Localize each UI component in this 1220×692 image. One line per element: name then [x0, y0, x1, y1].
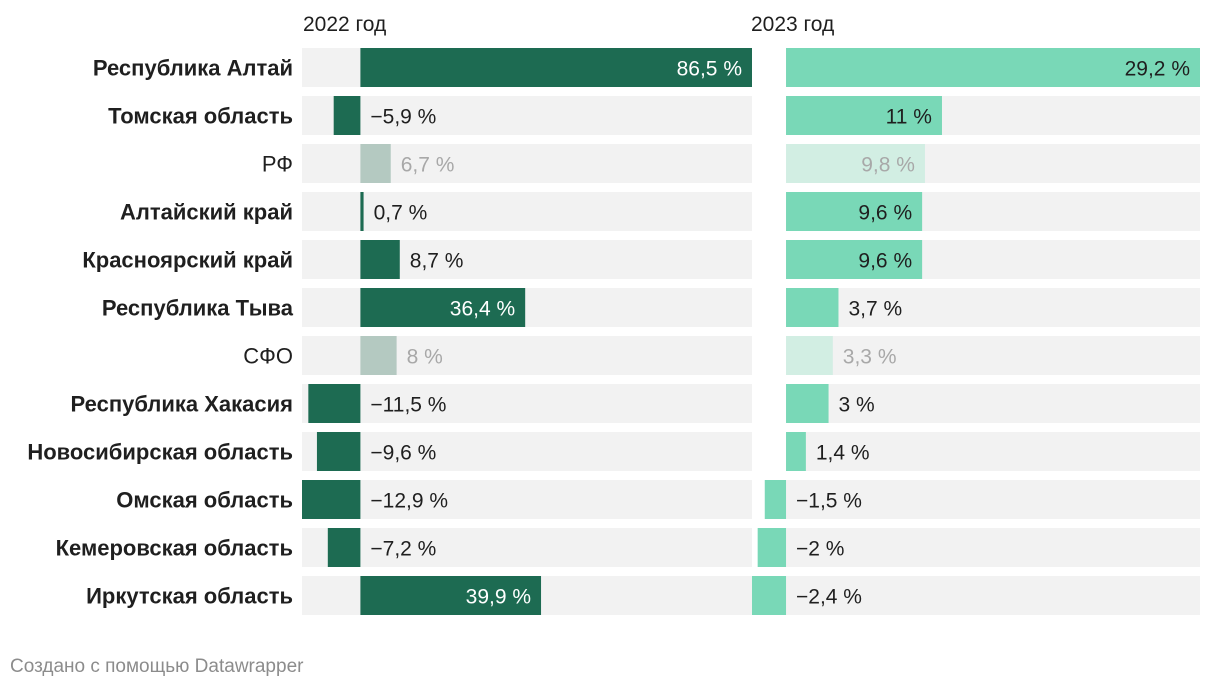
row-track-2022: [302, 384, 752, 423]
row-track-2022: [302, 480, 752, 519]
bar-2023: [786, 240, 923, 279]
value-label-2022: 39,9 %: [466, 586, 531, 609]
bar-2023: [786, 144, 925, 183]
series-title-2022: 2022 год: [303, 13, 386, 36]
bar-2022: [360, 576, 542, 615]
value-label-2023: 1,4 %: [816, 442, 870, 465]
row-label: Иркутская область: [86, 584, 293, 609]
bar-2022: [360, 240, 400, 279]
value-label-2023: 3,7 %: [848, 298, 902, 321]
bar-2023: [786, 384, 829, 423]
bar-2022: [316, 432, 361, 471]
bar-2023: [786, 96, 942, 135]
value-label-2023: −1,5 %: [796, 490, 862, 513]
bar-2022: [308, 384, 361, 423]
value-label-2023: 29,2 %: [1125, 58, 1190, 81]
value-label-2022: −9,6 %: [370, 442, 436, 465]
bar-2023: [752, 576, 787, 615]
bar-2023: [764, 480, 787, 519]
row-label: РФ: [262, 152, 293, 177]
value-label-2023: −2,4 %: [796, 586, 862, 609]
bar-2022: [360, 288, 526, 327]
row-label: Республика Тыва: [102, 296, 294, 321]
row-track-2022: [302, 432, 752, 471]
row-track-2023: [786, 288, 1200, 327]
row-track-2023: [786, 528, 1200, 567]
value-label-2022: 6,7 %: [401, 154, 455, 177]
value-label-2022: −12,9 %: [370, 490, 448, 513]
row-track-2023: [786, 576, 1200, 615]
datawrapper-credit[interactable]: Создано с помощью Datawrapper: [10, 656, 304, 677]
bar-2023: [786, 48, 1200, 87]
value-label-2022: −11,5 %: [370, 394, 446, 417]
row-track-2022: [302, 528, 752, 567]
value-label-2023: 3,3 %: [843, 346, 897, 369]
row-label: Новосибирская область: [27, 440, 293, 465]
bar-2022: [360, 48, 752, 87]
row-label: Томская область: [108, 104, 293, 129]
bar-2023: [786, 288, 839, 327]
bar-2022: [333, 96, 361, 135]
row-track-2023: [786, 480, 1200, 519]
bar-2022: [360, 144, 391, 183]
value-label-2022: 36,4 %: [450, 298, 515, 321]
value-label-2022: 8,7 %: [410, 250, 464, 273]
value-label-2023: 9,8 %: [861, 154, 915, 177]
value-label-2022: 8 %: [407, 346, 443, 369]
bar-2023: [786, 192, 923, 231]
row-label: Омская область: [116, 488, 293, 513]
bar-2023: [786, 336, 833, 375]
row-label: Алтайский край: [120, 200, 293, 225]
value-label-2022: 0,7 %: [374, 202, 428, 225]
row-track-2022: [302, 96, 752, 135]
series-title-2023: 2023 год: [751, 13, 834, 36]
row-track-2023: [786, 432, 1200, 471]
value-label-2022: 86,5 %: [677, 58, 742, 81]
bar-2022: [360, 192, 364, 231]
row-track-2022: [302, 192, 752, 231]
value-label-2023: 9,6 %: [858, 250, 912, 273]
bar-2022: [327, 528, 361, 567]
row-track-2023: [786, 384, 1200, 423]
bar-2023: [757, 528, 787, 567]
value-label-2023: 9,6 %: [858, 202, 912, 225]
bar-2022: [360, 336, 397, 375]
value-label-2023: 3 %: [839, 394, 875, 417]
row-label: Красноярский край: [82, 248, 293, 273]
bar-2023: [786, 432, 806, 471]
value-label-2023: −2 %: [796, 538, 844, 561]
bar-2022: [302, 480, 361, 519]
row-track-2023: [786, 336, 1200, 375]
row-label: Республика Алтай: [93, 56, 293, 81]
row-label: Кемеровская область: [56, 536, 293, 561]
value-label-2022: −5,9 %: [370, 106, 436, 129]
value-label-2023: 11 %: [886, 106, 932, 129]
value-label-2022: −7,2 %: [370, 538, 436, 561]
row-label: Республика Хакасия: [71, 392, 293, 417]
row-label: СФО: [243, 344, 293, 369]
